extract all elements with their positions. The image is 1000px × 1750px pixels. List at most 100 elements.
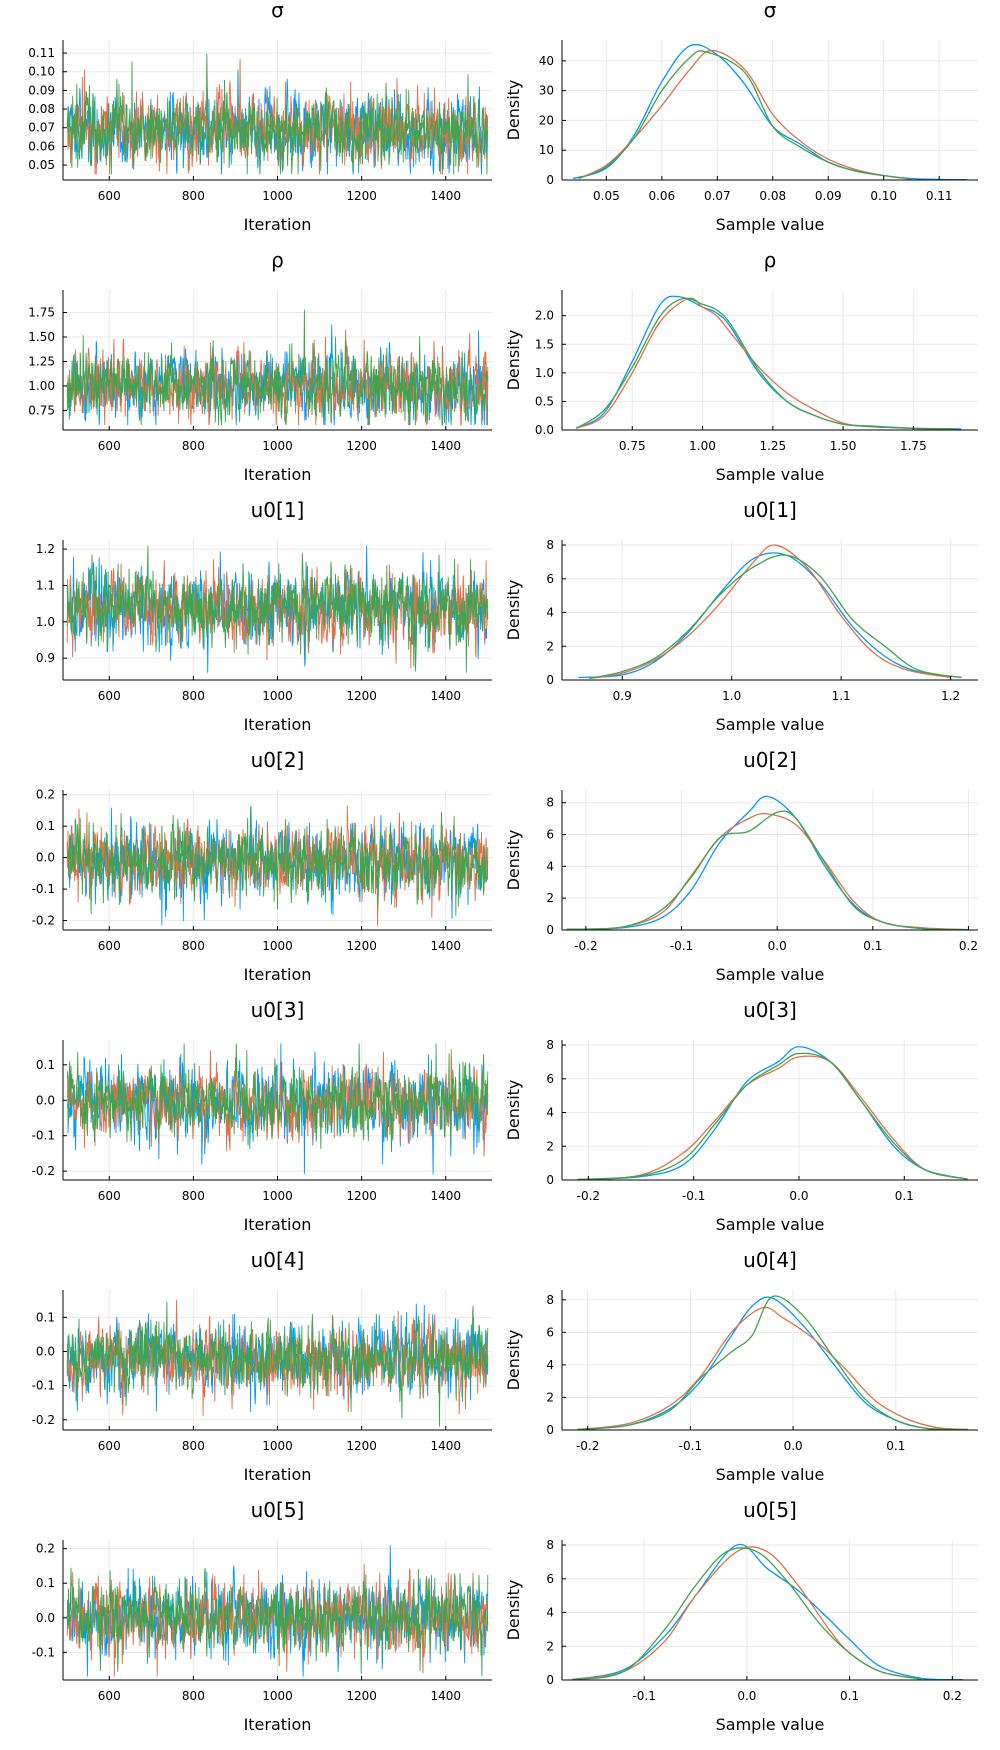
y-tick-label: 0.09 (28, 83, 55, 97)
y-axis-label: Density (504, 580, 523, 641)
y-tick-label: 20 (539, 113, 554, 127)
y-tick-label: 0.2 (36, 1542, 55, 1556)
trace-line-chain-3 (66, 806, 489, 916)
x-tick-label: 1400 (430, 1189, 461, 1203)
panel-title: u0[4] (251, 1248, 305, 1272)
x-tick-label: 1200 (346, 1439, 377, 1453)
y-tick-label: 1.1 (36, 578, 55, 592)
x-axis-label: Sample value (716, 465, 825, 484)
x-tick-label: 800 (182, 439, 205, 453)
density-curve-chain-1 (578, 552, 962, 679)
x-tick-label: 1200 (346, 1189, 377, 1203)
density-curve-chain-2 (577, 1055, 968, 1181)
y-axis-label: Density (504, 1330, 523, 1391)
x-tick-label: 600 (98, 1189, 121, 1203)
y-tick-label: 0.1 (36, 1576, 55, 1590)
x-tick-label: 0.75 (619, 439, 646, 453)
x-tick-label: 1400 (430, 1439, 461, 1453)
plot-area (66, 1043, 489, 1175)
x-tick-label: 1000 (262, 1439, 293, 1453)
plot-area (578, 544, 962, 679)
plot-area (577, 1295, 968, 1431)
y-tick-label: 0 (546, 1673, 554, 1687)
density-curve-chain-1 (572, 1543, 963, 1681)
x-tick-label: 0.0 (737, 1689, 756, 1703)
y-tick-label: 0 (546, 673, 554, 687)
x-tick-label: -0.1 (632, 1689, 655, 1703)
x-axis-label: Sample value (716, 1215, 825, 1234)
y-tick-label: 6 (546, 828, 554, 842)
y-tick-label: 1.25 (28, 354, 55, 368)
x-tick-label: 0.0 (784, 1439, 803, 1453)
x-tick-label: 0.10 (870, 189, 897, 203)
y-tick-label: 0.75 (28, 403, 55, 417)
panel-density-1: 0.05 0.06 0.07 0.08 0.09 0.10 0.11 0 10 20 30 40 σ Sa… (504, 0, 978, 234)
x-tick-label: 1.0 (722, 689, 741, 703)
y-tick-label: 2 (546, 1639, 554, 1653)
panel-title: u0[1] (743, 498, 797, 522)
y-tick-label: 0.1 (36, 1058, 55, 1072)
density-curve-chain-2 (575, 297, 956, 430)
trace-line-chain-2 (66, 58, 489, 175)
x-tick-label: 1000 (262, 1189, 293, 1203)
x-tick-label: -0.1 (679, 1439, 702, 1453)
x-tick-label: 0.0 (789, 1189, 808, 1203)
y-tick-label: 0.07 (28, 121, 55, 135)
x-tick-label: 1200 (346, 689, 377, 703)
x-tick-label: 1400 (430, 689, 461, 703)
x-tick-label: 1200 (346, 1689, 377, 1703)
y-tick-label: 4 (546, 859, 554, 873)
x-tick-label: 1.50 (830, 439, 857, 453)
grid (562, 790, 978, 931)
x-tick-label: -0.2 (576, 1439, 599, 1453)
x-tick-label: 0.08 (759, 189, 786, 203)
plot-area (66, 805, 489, 926)
panel-title: u0[2] (251, 748, 305, 772)
panel-title: u0[5] (251, 1498, 305, 1522)
panel-trace-3: 600 800 1000 1200 1400 0.9 1.0 1.1 1.2 u0[1] Itera… (36, 498, 492, 734)
y-axis-label: Density (504, 830, 523, 891)
x-tick-label: 0.09 (815, 189, 842, 203)
y-tick-label: 4 (546, 1606, 554, 1620)
x-tick-label: 0.06 (648, 189, 675, 203)
density-curve-chain-3 (566, 810, 969, 931)
x-tick-label: 0.11 (926, 189, 953, 203)
trace-line-chain-3 (66, 1043, 489, 1153)
panel-trace-2: 600 800 1000 1200 1400 0.75 1.00 1.25 1.50 1.75 ρ I… (28, 248, 492, 484)
x-axis-label: Iteration (244, 715, 312, 734)
y-tick-label: 1.00 (28, 379, 55, 393)
x-tick-label: 1400 (430, 189, 461, 203)
x-tick-label: 600 (98, 1689, 121, 1703)
x-axis-label: Sample value (716, 215, 825, 234)
density-curve-chain-2 (578, 49, 912, 180)
y-tick-label: 0.10 (28, 65, 55, 79)
x-tick-label: 800 (182, 1189, 205, 1203)
density-curve-chain-1 (572, 43, 967, 181)
y-tick-label: 6 (546, 572, 554, 586)
x-tick-label: 600 (98, 939, 121, 953)
y-tick-label: 8 (546, 1538, 554, 1552)
trace-line-chain-3 (66, 1301, 489, 1427)
panel-title: u0[1] (251, 498, 305, 522)
y-tick-label: 2 (546, 639, 554, 653)
y-tick-label: 0.1 (36, 819, 55, 833)
x-tick-label: 0.2 (943, 1689, 962, 1703)
y-tick-label: 6 (546, 1325, 554, 1339)
x-tick-label: -0.1 (682, 1189, 705, 1203)
trace-line-chain-3 (66, 309, 489, 426)
panel-trace-1: 600 800 1000 1200 1400 0.05 0.06 0.07 0.08 0.09 0.… (28, 0, 492, 234)
grid (562, 1290, 978, 1431)
y-tick-label: 0.08 (28, 102, 55, 116)
x-tick-label: -0.2 (577, 1189, 600, 1203)
x-axis-label: Iteration (244, 1715, 312, 1734)
panel-density-5: -0.2 -0.1 0.0 0.1 0 2 4 6 8 u0[3] Sample value Dens… (504, 998, 978, 1234)
y-tick-label: 0 (546, 173, 554, 187)
plot-area (66, 1299, 489, 1427)
panel-density-7: -0.1 0.0 0.1 0.2 0 2 4 6 8 u0[5] Sample value Densi… (504, 1498, 978, 1734)
panel-density-6: -0.2 -0.1 0.0 0.1 0 2 4 6 8 u0[4] Sample value Dens… (504, 1248, 978, 1484)
x-tick-label: 800 (182, 1689, 205, 1703)
y-tick-label: -0.1 (32, 1129, 55, 1143)
plot-area (572, 1543, 963, 1681)
x-axis-label: Iteration (244, 1215, 312, 1234)
